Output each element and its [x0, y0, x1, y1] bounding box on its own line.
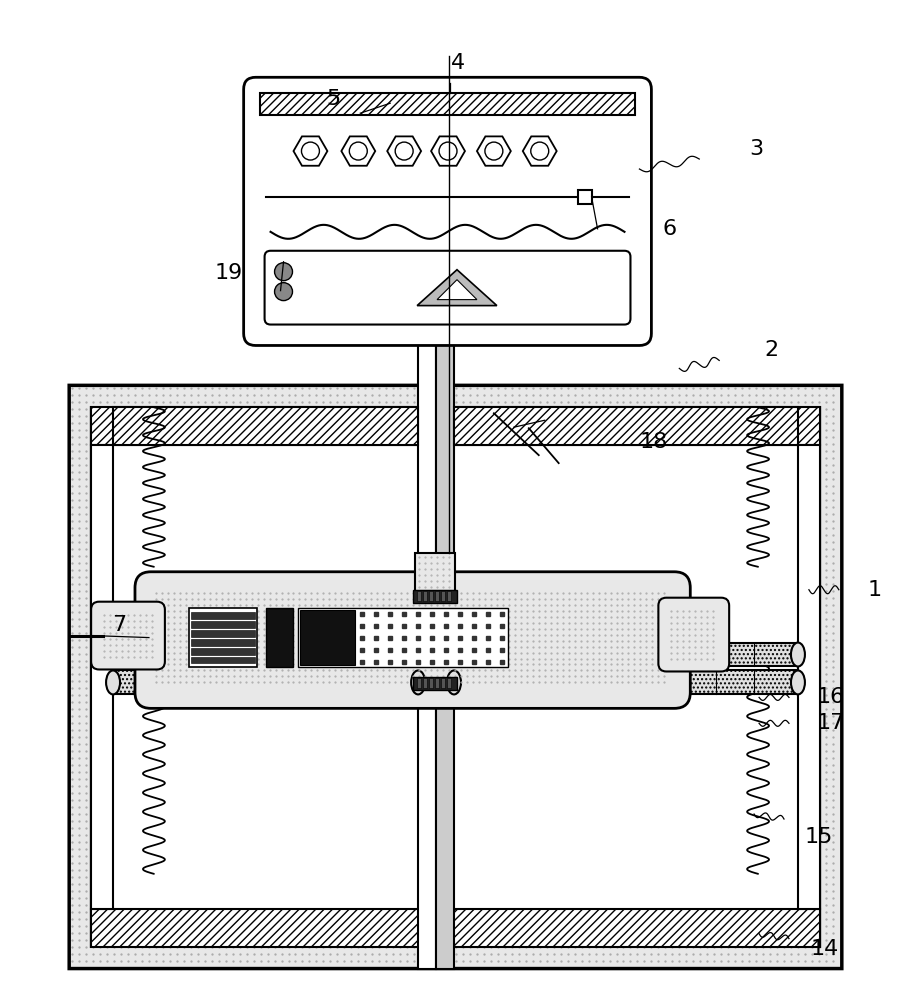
Circle shape — [274, 283, 292, 301]
Text: 5: 5 — [326, 89, 341, 109]
Bar — [441, 678, 445, 688]
Circle shape — [274, 263, 292, 281]
Bar — [435, 591, 439, 601]
Bar — [436, 311, 454, 969]
Text: 1: 1 — [867, 580, 882, 600]
Text: 4: 4 — [451, 53, 465, 73]
Bar — [423, 591, 427, 601]
FancyBboxPatch shape — [135, 572, 691, 708]
Circle shape — [302, 142, 320, 160]
Bar — [417, 591, 421, 601]
Ellipse shape — [106, 670, 120, 694]
Bar — [91, 445, 113, 909]
Ellipse shape — [411, 670, 425, 694]
Bar — [113, 643, 418, 666]
Text: 3: 3 — [749, 139, 763, 159]
Bar — [189, 608, 257, 667]
Bar — [454, 643, 798, 666]
Circle shape — [531, 142, 548, 160]
Text: 18: 18 — [640, 432, 668, 452]
Text: 6: 6 — [662, 219, 676, 239]
Polygon shape — [417, 270, 496, 306]
Bar — [798, 445, 820, 909]
Text: 2: 2 — [764, 340, 778, 360]
Ellipse shape — [791, 670, 805, 694]
Circle shape — [349, 142, 367, 160]
Bar — [91, 407, 820, 445]
Text: 16: 16 — [817, 687, 845, 707]
Bar — [299, 608, 507, 667]
Bar — [190, 648, 254, 655]
Bar — [447, 678, 451, 688]
Bar — [435, 678, 439, 688]
Bar — [417, 678, 421, 688]
Text: 7: 7 — [112, 615, 126, 635]
Bar — [260, 93, 636, 115]
Polygon shape — [437, 280, 477, 300]
FancyBboxPatch shape — [264, 251, 630, 325]
Ellipse shape — [106, 643, 120, 666]
Bar — [190, 630, 254, 637]
Bar — [454, 407, 798, 445]
Bar — [413, 677, 457, 690]
Circle shape — [439, 142, 457, 160]
Text: 19: 19 — [215, 263, 243, 283]
Ellipse shape — [411, 643, 425, 666]
Bar — [190, 639, 254, 646]
Ellipse shape — [447, 670, 461, 694]
Bar — [113, 407, 418, 445]
Bar — [578, 190, 591, 204]
Bar — [423, 678, 427, 688]
Bar — [415, 553, 455, 591]
Bar — [190, 621, 254, 628]
Bar — [266, 608, 293, 667]
Circle shape — [485, 142, 503, 160]
Text: 17: 17 — [817, 713, 845, 733]
Ellipse shape — [447, 643, 461, 666]
Ellipse shape — [791, 643, 805, 666]
Bar — [429, 678, 433, 688]
FancyBboxPatch shape — [91, 407, 820, 947]
Bar — [190, 612, 254, 619]
Bar — [418, 311, 436, 969]
Text: 14: 14 — [811, 939, 839, 959]
FancyBboxPatch shape — [243, 77, 651, 345]
Bar — [447, 591, 451, 601]
Bar — [429, 591, 433, 601]
Circle shape — [395, 142, 413, 160]
Bar — [113, 670, 418, 694]
Bar — [301, 610, 355, 665]
FancyBboxPatch shape — [69, 385, 842, 969]
FancyBboxPatch shape — [91, 602, 165, 669]
Bar — [413, 590, 457, 603]
FancyBboxPatch shape — [659, 598, 729, 671]
Bar — [454, 670, 798, 694]
Text: 15: 15 — [804, 827, 833, 847]
Bar — [441, 591, 445, 601]
Bar — [190, 657, 254, 663]
Bar — [91, 909, 820, 947]
